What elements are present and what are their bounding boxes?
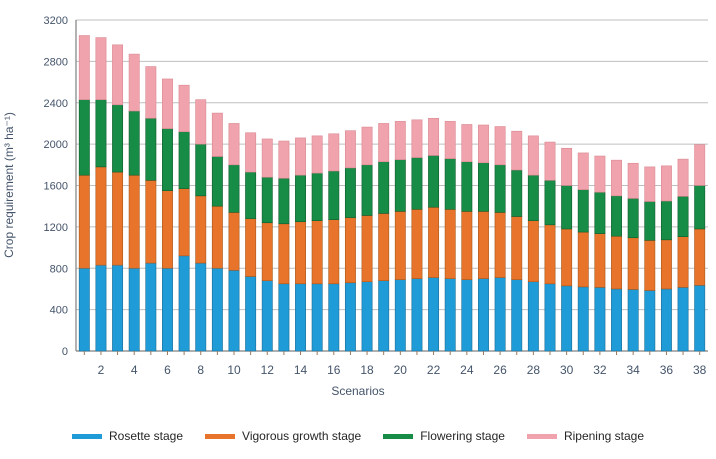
svg-text:2: 2 [98,363,105,377]
svg-text:1200: 1200 [44,222,68,234]
svg-text:32: 32 [593,363,607,377]
svg-text:10: 10 [227,363,241,377]
svg-text:14: 14 [294,363,308,377]
svg-text:38: 38 [693,363,707,377]
svg-text:22: 22 [427,363,441,377]
svg-text:800: 800 [50,263,68,275]
svg-text:6: 6 [164,363,171,377]
svg-text:400: 400 [50,305,68,317]
svg-text:1600: 1600 [44,181,68,193]
svg-text:24: 24 [460,363,474,377]
svg-text:16: 16 [327,363,341,377]
svg-text:4: 4 [131,363,138,377]
svg-text:26: 26 [493,363,507,377]
svg-text:8: 8 [197,363,204,377]
svg-text:2000: 2000 [44,139,68,151]
svg-text:0: 0 [62,346,68,358]
svg-text:18: 18 [360,363,374,377]
svg-text:20: 20 [394,363,408,377]
svg-text:12: 12 [261,363,275,377]
svg-text:3200: 3200 [44,15,68,27]
svg-text:2400: 2400 [44,98,68,110]
svg-text:30: 30 [560,363,574,377]
svg-text:34: 34 [626,363,640,377]
svg-text:36: 36 [660,363,674,377]
svg-text:2800: 2800 [44,56,68,68]
svg-text:28: 28 [527,363,541,377]
